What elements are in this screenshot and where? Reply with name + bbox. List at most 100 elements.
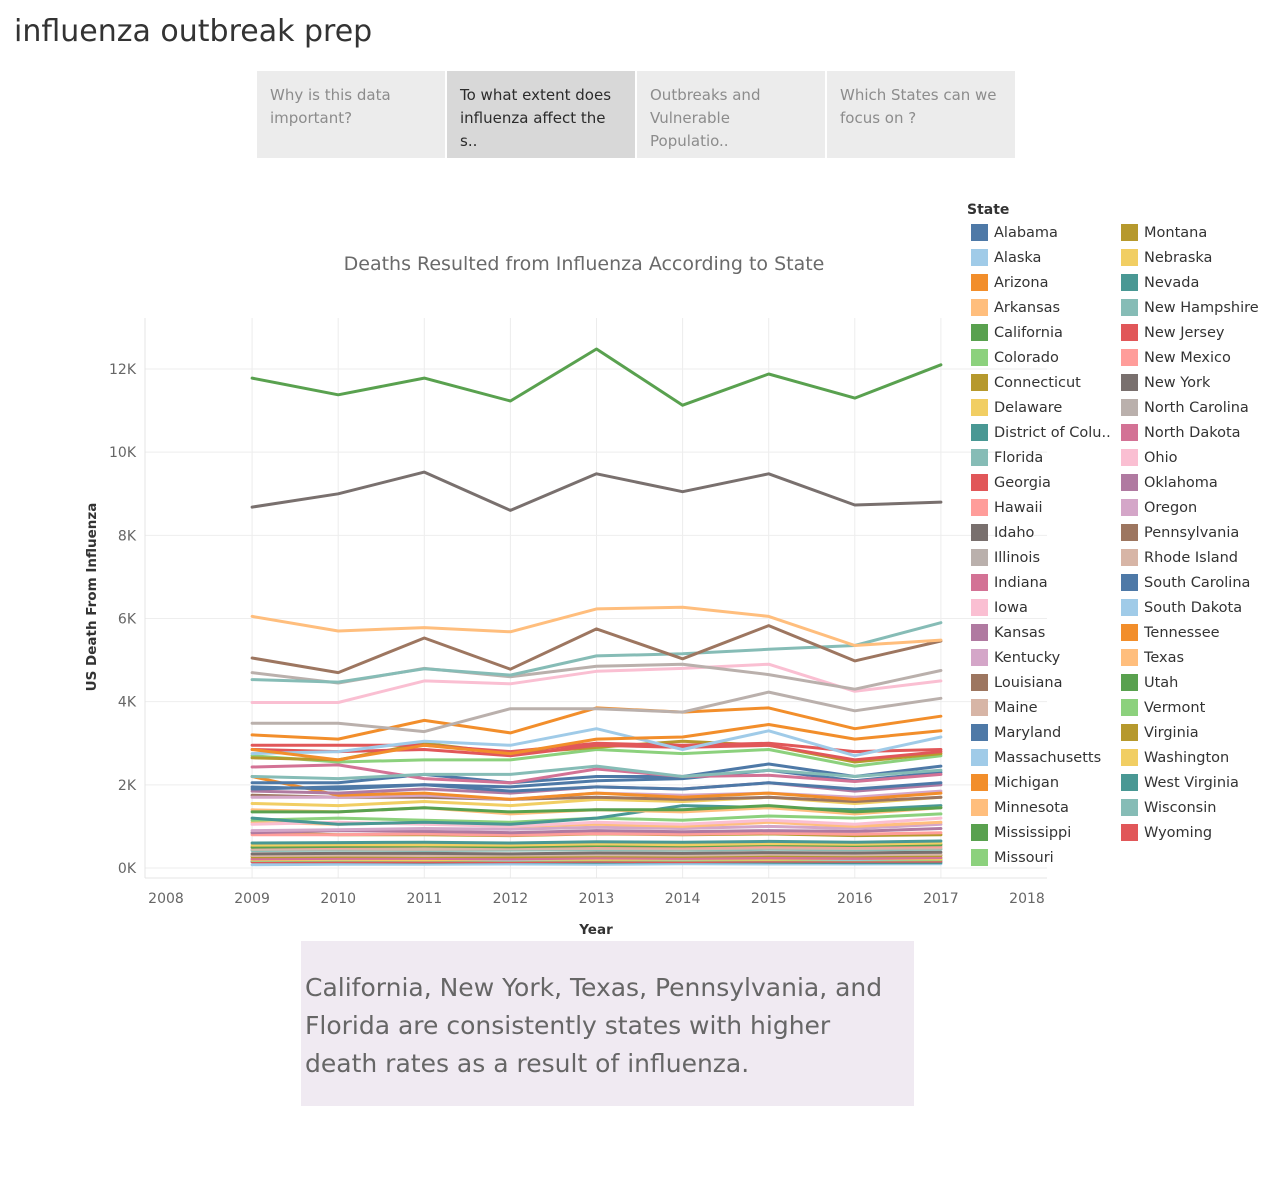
legend-item[interactable]: Louisiana — [967, 670, 1117, 695]
legend-item[interactable]: Utah — [1117, 670, 1267, 695]
series-line[interactable] — [250, 662, 943, 704]
legend-label: Alaska — [994, 249, 1042, 266]
series-line[interactable] — [250, 727, 943, 758]
series-line[interactable] — [250, 822, 943, 833]
series-line[interactable] — [250, 762, 943, 785]
legend-label: Illinois — [994, 549, 1041, 566]
legend-item[interactable]: North Dakota — [1117, 420, 1267, 445]
legend-item[interactable]: South Dakota — [1117, 595, 1267, 620]
series-line[interactable] — [250, 852, 943, 857]
story-point-influenza-effect[interactable]: To what extent does influenza affect the… — [447, 71, 635, 158]
legend-item[interactable]: Rhode Island — [1117, 545, 1267, 570]
series-line[interactable] — [250, 605, 943, 647]
legend-column: Alabama Alaska Arizona Arkansas California Co… — [967, 220, 1117, 870]
legend-item[interactable]: South Carolina — [1117, 570, 1267, 595]
x-tick-label: 2015 — [751, 891, 787, 907]
legend-item[interactable]: Minnesota — [967, 795, 1117, 820]
legend-item[interactable]: Virginia — [1117, 720, 1267, 745]
series-line[interactable] — [250, 748, 943, 768]
legend-item[interactable]: Vermont — [1117, 695, 1267, 720]
legend-item[interactable]: North Carolina — [1117, 395, 1267, 420]
legend-swatch — [971, 399, 988, 416]
legend-item[interactable]: New Jersey — [1117, 320, 1267, 345]
legend-swatch — [1121, 749, 1138, 766]
legend-swatch — [1121, 624, 1138, 641]
legend-item[interactable]: Ohio — [1117, 445, 1267, 470]
legend-item[interactable]: Wyoming — [1117, 820, 1267, 845]
legend-item[interactable]: California — [967, 320, 1117, 345]
legend-item[interactable]: Michigan — [967, 770, 1117, 795]
story-point-outbreaks[interactable]: Outbreaks and Vulnerable Populatio.. — [637, 71, 825, 158]
series-line[interactable] — [250, 743, 943, 762]
legend-swatch — [1121, 774, 1138, 791]
legend-item[interactable]: Illinois — [967, 545, 1117, 570]
legend-item[interactable]: District of Colu.. — [967, 420, 1117, 445]
legend-label: New Hampshire — [1144, 299, 1259, 316]
x-tick-label: 2016 — [837, 891, 873, 907]
legend-item[interactable]: Oklahoma — [1117, 470, 1267, 495]
legend-item[interactable]: New Mexico — [1117, 345, 1267, 370]
series-line[interactable] — [250, 763, 943, 785]
legend-item[interactable]: Alaska — [967, 245, 1117, 270]
legend-column: Montana Nebraska Nevada New Hampshire New Je… — [1117, 220, 1267, 870]
story-point-why-important[interactable]: Why is this data important? — [257, 71, 445, 158]
legend-item[interactable]: Maryland — [967, 720, 1117, 745]
legend-item[interactable]: Kentucky — [967, 645, 1117, 670]
series-line[interactable] — [250, 846, 943, 851]
legend-item[interactable]: Oregon — [1117, 495, 1267, 520]
series-line[interactable] — [250, 690, 943, 734]
legend-item[interactable]: Washington — [1117, 745, 1267, 770]
legend-item[interactable]: New York — [1117, 370, 1267, 395]
legend-item[interactable]: Montana — [1117, 220, 1267, 245]
series-line[interactable] — [250, 347, 943, 407]
legend-item[interactable]: Texas — [1117, 645, 1267, 670]
legend-item[interactable]: Florida — [967, 445, 1117, 470]
legend-swatch — [971, 474, 988, 491]
legend-item[interactable]: Pennsylvania — [1117, 520, 1267, 545]
legend-item[interactable]: Maine — [967, 695, 1117, 720]
series-line[interactable] — [250, 839, 943, 845]
legend-item[interactable]: Kansas — [967, 620, 1117, 645]
legend-item[interactable]: New Hampshire — [1117, 295, 1267, 320]
story-point-which-states[interactable]: Which States can we focus on ? — [827, 71, 1015, 158]
series-line[interactable] — [250, 831, 943, 837]
legend-item[interactable]: Colorado — [967, 345, 1117, 370]
legend-item[interactable]: West Virginia — [1117, 770, 1267, 795]
legend-item[interactable]: Massachusetts — [967, 745, 1117, 770]
legend-swatch — [1121, 424, 1138, 441]
legend-label: District of Colu.. — [994, 424, 1111, 441]
series-line[interactable] — [250, 827, 943, 835]
legend-item[interactable]: Arkansas — [967, 295, 1117, 320]
series-line[interactable] — [250, 470, 943, 512]
series-line[interactable] — [250, 624, 943, 675]
legend-item[interactable]: Georgia — [967, 470, 1117, 495]
legend-swatch — [1121, 574, 1138, 591]
legend-item[interactable]: Delaware — [967, 395, 1117, 420]
legend-item[interactable]: Mississippi — [967, 820, 1117, 845]
legend-item[interactable]: Indiana — [967, 570, 1117, 595]
legend-item[interactable]: Alabama — [967, 220, 1117, 245]
legend-label: New Mexico — [1144, 349, 1231, 366]
legend-swatch — [1121, 449, 1138, 466]
legend-item[interactable]: Arizona — [967, 270, 1117, 295]
x-tick-label: 2017 — [923, 891, 959, 907]
series-line[interactable] — [250, 764, 943, 781]
series-line[interactable] — [250, 862, 943, 867]
legend-item[interactable]: Tennessee — [1117, 620, 1267, 645]
legend-item[interactable]: Nevada — [1117, 270, 1267, 295]
legend-item[interactable]: Wisconsin — [1117, 795, 1267, 820]
legend-item[interactable]: Nebraska — [1117, 245, 1267, 270]
legend-item[interactable]: Idaho — [967, 520, 1117, 545]
series-line[interactable] — [250, 775, 943, 801]
series-line[interactable] — [250, 850, 943, 856]
series-line[interactable] — [250, 621, 943, 684]
legend-item[interactable]: Missouri — [967, 845, 1117, 870]
legend-item[interactable]: Iowa — [967, 595, 1117, 620]
legend-item[interactable]: Connecticut — [967, 370, 1117, 395]
series-line[interactable] — [250, 804, 943, 814]
legend-item[interactable]: Hawaii — [967, 495, 1117, 520]
series-line[interactable] — [250, 856, 943, 861]
series-line[interactable] — [250, 768, 943, 791]
series-line[interactable] — [250, 723, 943, 762]
series-line[interactable] — [250, 841, 943, 847]
